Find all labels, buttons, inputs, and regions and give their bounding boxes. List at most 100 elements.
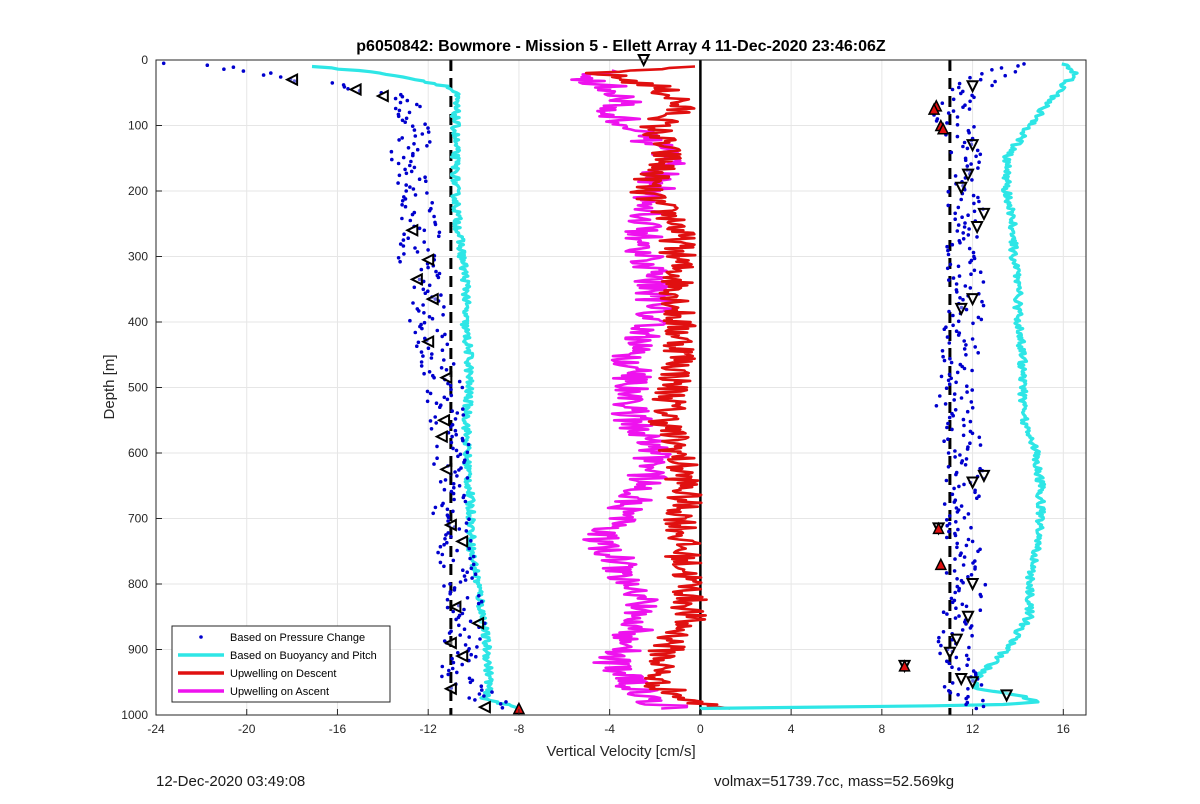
pressure-change-point xyxy=(451,509,455,514)
pressure-change-point xyxy=(389,149,394,154)
descent-marker xyxy=(477,700,491,714)
pressure-change-point xyxy=(460,611,465,616)
pressure-change-point xyxy=(980,299,984,304)
pressure-change-point xyxy=(966,213,970,217)
pressure-change-point xyxy=(453,417,458,421)
pressure-change-point xyxy=(469,566,474,571)
pressure-change-point xyxy=(946,203,950,208)
pressure-change-point xyxy=(956,319,961,324)
pressure-change-point xyxy=(970,337,975,341)
pressure-change-point xyxy=(415,344,419,349)
pressure-change-point xyxy=(950,87,955,92)
pressure-change-point xyxy=(498,702,503,706)
pressure-change-point xyxy=(390,157,394,162)
pressure-change-point xyxy=(944,386,949,391)
pressure-change-point xyxy=(965,390,969,394)
pressure-change-point xyxy=(427,283,432,288)
pressure-change-point xyxy=(440,664,445,669)
pressure-change-point xyxy=(455,670,459,675)
pressure-change-point xyxy=(967,227,971,231)
pressure-change-point xyxy=(948,514,952,518)
pressure-change-point xyxy=(462,460,466,465)
pressure-change-point xyxy=(955,584,960,589)
flagged-marker xyxy=(898,659,911,672)
pressure-change-point xyxy=(451,482,456,486)
pressure-change-point xyxy=(953,455,957,459)
pressure-change-point xyxy=(934,404,939,408)
marker-layer xyxy=(284,54,1014,715)
pressure-change-point xyxy=(403,197,408,201)
pressure-change-point xyxy=(396,161,401,166)
pressure-change-point xyxy=(408,218,413,223)
pressure-change-point xyxy=(400,203,404,207)
pressure-change-point xyxy=(425,144,429,148)
pressure-change-point xyxy=(448,582,452,586)
pressure-change-point xyxy=(971,250,976,255)
pressure-change-point xyxy=(433,505,438,510)
pressure-change-point xyxy=(967,645,971,650)
pressure-change-point xyxy=(952,598,957,603)
pressure-change-point xyxy=(470,576,474,580)
pressure-change-point xyxy=(951,97,956,102)
pressure-change-point xyxy=(973,345,977,349)
descent-marker xyxy=(443,636,457,650)
legend-label: Based on Pressure Change xyxy=(230,632,365,644)
pressure-change-point xyxy=(945,523,949,528)
descent-marker xyxy=(443,682,457,696)
pressure-change-point xyxy=(479,684,484,688)
upwelling-descent-line xyxy=(584,65,731,710)
ascent-marker xyxy=(965,676,980,690)
pressure-change-point xyxy=(457,623,461,628)
pressure-change-point xyxy=(421,303,425,307)
pressure-change-point xyxy=(972,268,977,273)
pressure-change-point xyxy=(401,155,406,160)
pressure-change-point xyxy=(442,358,446,362)
pressure-change-point xyxy=(435,444,439,449)
pressure-change-point xyxy=(464,521,469,525)
pressure-change-point xyxy=(423,122,427,126)
pressure-change-point xyxy=(398,242,403,246)
pressure-change-point xyxy=(434,269,438,274)
pressure-change-point xyxy=(430,352,434,356)
pressure-change-point xyxy=(447,631,452,635)
pressure-change-point xyxy=(935,117,940,121)
pressure-change-point xyxy=(463,578,468,582)
pressure-change-point xyxy=(961,563,966,567)
pressure-change-point xyxy=(953,449,957,453)
pressure-change-point xyxy=(205,63,210,67)
pressure-change-point xyxy=(456,615,461,620)
pressure-change-point xyxy=(490,690,494,694)
pressure-change-point xyxy=(435,456,439,461)
pressure-change-point xyxy=(449,440,454,445)
pressure-change-point xyxy=(451,558,456,563)
pressure-change-point xyxy=(958,296,962,300)
descent-marker xyxy=(454,534,469,549)
x-tick-label: 12 xyxy=(966,722,980,736)
pressure-change-point xyxy=(402,252,406,256)
ascent-marker xyxy=(965,578,980,592)
pressure-change-point xyxy=(947,382,952,387)
pressure-change-point xyxy=(970,388,974,392)
pressure-change-point xyxy=(241,69,246,73)
pressure-change-point xyxy=(962,225,967,229)
pressure-change-point xyxy=(953,498,958,503)
pressure-change-point xyxy=(960,459,965,463)
pressure-change-point xyxy=(450,409,455,413)
pressure-change-point xyxy=(415,250,420,254)
pressure-change-point xyxy=(429,427,434,431)
descent-marker xyxy=(405,223,419,237)
pressure-change-point xyxy=(967,107,972,111)
pressure-change-point xyxy=(408,163,412,168)
footer-volmax-mass: volmax=51739.7cc, mass=52.569kg xyxy=(714,773,955,790)
pressure-change-point xyxy=(442,395,447,400)
pressure-change-point xyxy=(983,582,988,587)
pressure-change-point xyxy=(397,173,402,178)
pressure-change-point xyxy=(947,521,952,526)
pressure-change-point xyxy=(453,470,457,474)
pressure-change-point xyxy=(972,254,976,259)
pressure-change-point xyxy=(473,572,478,576)
pressure-change-point xyxy=(958,453,962,457)
pressure-change-point xyxy=(433,415,438,419)
pressure-change-point xyxy=(436,275,441,280)
pressure-change-point xyxy=(421,287,426,292)
